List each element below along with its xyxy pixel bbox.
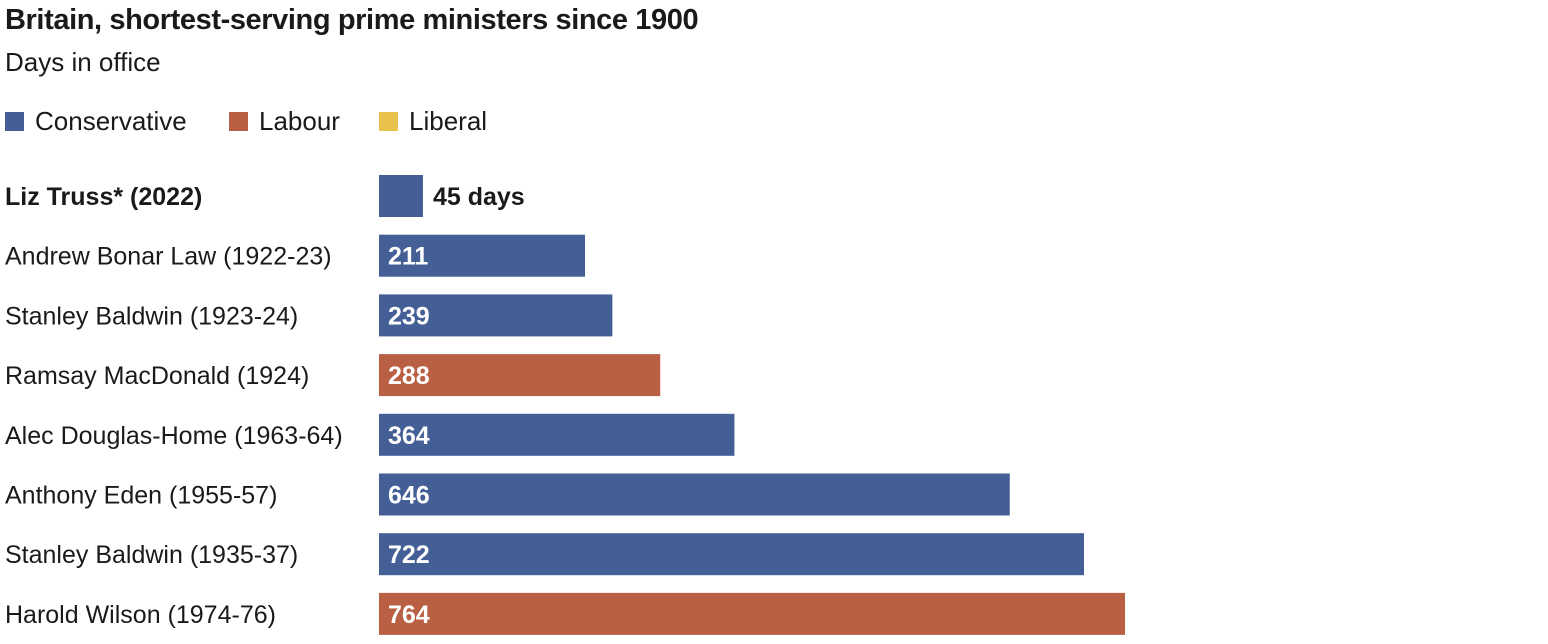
bar-chart: Liz Truss* (2022) 45 days Andrew Bonar Law…: [5, 175, 1125, 635]
bar-2: [379, 294, 613, 337]
category-label: Andrew Bonar Law (1922-23): [5, 243, 332, 271]
value-label: 722: [388, 541, 430, 569]
legend-item-liberal: Liberal: [379, 103, 487, 139]
category-label: Alec Douglas-Home (1963-64): [5, 422, 343, 450]
value-label: 364: [388, 422, 430, 450]
legend-label-conservative: Conservative: [35, 105, 187, 136]
chart-subtitle: Days in office: [5, 47, 161, 77]
bar-4: [379, 413, 735, 456]
legend-swatch-conservative: [5, 111, 24, 131]
legend-label-liberal: Liberal: [409, 105, 488, 136]
chart-title: Britain, shortest-serving prime minister…: [5, 4, 699, 36]
category-label: Stanley Baldwin (1935-37): [5, 541, 298, 569]
bar-6: [379, 533, 1084, 576]
value-label: 764: [388, 601, 430, 629]
bar-3: [379, 354, 661, 397]
legend-swatch-liberal: [379, 111, 398, 131]
value-label: 288: [388, 362, 430, 390]
bar-5: [379, 473, 1010, 516]
category-label: Ramsay MacDonald (1924): [5, 362, 309, 390]
legend-swatch-labour: [229, 111, 248, 131]
value-label: 239: [388, 302, 430, 330]
value-label: 646: [388, 482, 430, 510]
category-label: Liz Truss* (2022): [5, 183, 202, 211]
category-label: Anthony Eden (1955-57): [5, 482, 277, 510]
bar-1: [379, 234, 586, 277]
legend-label-labour: Labour: [259, 105, 340, 136]
legend-item-labour: Labour: [229, 103, 340, 139]
legend-item-conservative: Conservative: [5, 103, 187, 139]
category-label: Stanley Baldwin (1923-24): [5, 302, 298, 330]
value-label: 211: [388, 243, 428, 271]
value-label: 45 days: [433, 183, 525, 211]
category-label: Harold Wilson (1974-76): [5, 601, 276, 629]
bar-0: [379, 175, 423, 217]
bar-7: [379, 592, 1125, 635]
